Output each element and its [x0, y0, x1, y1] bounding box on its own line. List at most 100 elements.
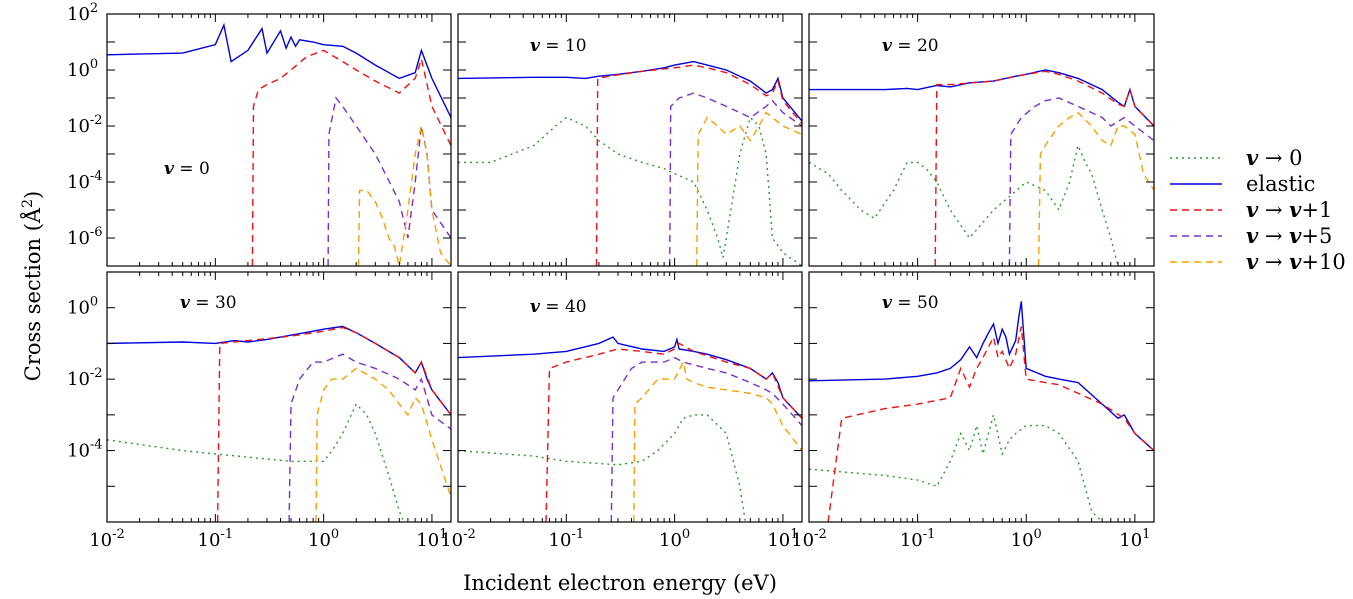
panel-4-label: v = 30 [180, 293, 237, 313]
legend-item-v0: v → 0 [1170, 145, 1303, 170]
panel-5-label: v = 40 [530, 297, 587, 317]
series-elastic-line [107, 22, 451, 118]
y-tick-label-exponent: -6 [90, 225, 103, 240]
x-tick-label: 100 [308, 527, 339, 551]
x-tick-label-exponent: 0 [331, 527, 339, 542]
x-tick-label-exponent: -2 [463, 527, 476, 542]
y-tick-label: 100 [67, 57, 98, 81]
x-axis-title: Incident electron energy (eV) [463, 571, 777, 595]
panel-2-label: v = 10 [530, 36, 587, 56]
x-tick-label: 10-1 [900, 527, 936, 551]
y-tick-label-exponent: 0 [90, 57, 98, 72]
panel-label-value: = 20 [892, 36, 939, 56]
x-tick-label: 100 [659, 527, 690, 551]
series-v-to-0-line [809, 143, 1125, 266]
panel-3-label: v = 20 [882, 36, 939, 56]
panel-1-series [107, 22, 451, 266]
series-v-to-0-line [809, 414, 1103, 522]
y-tick-label: 100 [67, 295, 98, 319]
panel-5-series [458, 336, 802, 522]
x-tick-label-exponent: 1 [790, 527, 798, 542]
y-tick-label-exponent: -2 [90, 366, 103, 381]
series-elastic-line [458, 60, 802, 122]
series-elastic-line [107, 325, 451, 416]
panel-label-value: = 10 [540, 36, 587, 56]
x-tick-label: 10-1 [549, 527, 585, 551]
panel-label-var: v [164, 159, 175, 179]
series-v-to-vplus10-line [357, 125, 451, 266]
series-v-to-vplus1-line [251, 49, 451, 266]
panel-3-series [809, 69, 1154, 266]
series-elastic-line [458, 336, 802, 419]
x-tick-label-exponent: 1 [439, 527, 447, 542]
panel-6-series [809, 301, 1154, 522]
panel-label-var: v [530, 297, 541, 317]
series-v-to-0-line [458, 414, 747, 522]
y-tick-label: 10-4 [67, 169, 103, 193]
x-tick-label-exponent: -1 [571, 527, 584, 542]
y-tick-label: 102 [67, 1, 98, 25]
panel-3: v = 20 [808, 13, 1155, 267]
panel-6-frame [808, 271, 1155, 523]
panel-label-value: = 50 [892, 293, 939, 313]
panel-label-value: = 30 [190, 293, 237, 313]
y-tick-label: 10-6 [67, 225, 103, 249]
panel-label-var: v [530, 36, 541, 56]
x-tick-label: 10-2 [440, 527, 476, 551]
legend-item-v5: v → v+5 [1170, 223, 1332, 248]
x-tick-label: 101 [1119, 527, 1150, 551]
x-tick-label-exponent: -1 [923, 527, 936, 542]
series-v-to-vplus10-line [633, 360, 802, 522]
panel-label-value: = 40 [540, 297, 587, 317]
y-tick-label: 10-2 [67, 366, 103, 390]
panel-6-label: v = 50 [882, 293, 939, 313]
legend-label-v5: v → v+5 [1246, 223, 1332, 248]
y-tick-label: 10-4 [67, 438, 103, 462]
legend-item-v10: v → v+10 [1170, 249, 1346, 274]
panel-5: 10-2 10-1 100 1 0 1 v = 40 [440, 271, 803, 551]
x-tick-label-exponent: -2 [814, 527, 827, 542]
x-tick-label-exponent: -1 [220, 527, 233, 542]
y-tick-label: 10-2 [67, 113, 103, 137]
series-v-to-0-line [107, 402, 405, 522]
series-v-to-vplus5-line [610, 356, 802, 522]
y-tick-label-exponent: 2 [90, 1, 98, 16]
series-v-to-vplus5-line [327, 96, 451, 266]
y-axis-title: Cross section (Å2) [20, 191, 45, 381]
panel-1-label: v = 0 [164, 159, 210, 179]
legend-label-v1: v → v+1 [1246, 197, 1332, 222]
series-v-to-vplus10-line [696, 111, 802, 266]
y-axis-title-close: ) [21, 191, 45, 199]
x-tick-label: 100 [1011, 527, 1042, 551]
panel-5-frame [457, 271, 803, 523]
x-tick-label-exponent: 0 [1034, 527, 1042, 542]
y-tick-label-exponent: -2 [90, 113, 103, 128]
panel-2: v = 10 [457, 13, 803, 267]
legend-label-elastic: elastic [1246, 172, 1315, 196]
panel-2-series [458, 60, 802, 266]
legend-item-elastic: elastic [1170, 172, 1315, 196]
panel-label-var: v [882, 293, 893, 313]
panel-label-value: = 0 [174, 159, 210, 179]
x-tick-label-exponent: 1 [1142, 527, 1150, 542]
panel-label-var: v [882, 36, 893, 56]
series-v-to-vplus5-line [288, 353, 451, 522]
panel-1-frame [106, 13, 452, 267]
series-v-to-vplus1-line [216, 326, 451, 522]
panel-4-frame [106, 271, 452, 523]
y-tick-label-exponent: -4 [90, 169, 103, 184]
panel-2-frame [457, 13, 803, 267]
legend-label-v0: v → 0 [1246, 145, 1303, 170]
series-v-to-vplus1-line [934, 70, 1154, 266]
x-tick-label: 10-1 [198, 527, 234, 551]
panel-label-var: v [180, 293, 191, 313]
panel-1: 10-6 10-4 10-2 100 102 v = 0 [67, 1, 452, 267]
series-v-to-vplus1-line [827, 326, 1154, 522]
x-tick-label: 101 [416, 527, 447, 551]
x-tick-label: 10-2 [791, 527, 827, 551]
x-tick-label-exponent: -2 [112, 527, 125, 542]
